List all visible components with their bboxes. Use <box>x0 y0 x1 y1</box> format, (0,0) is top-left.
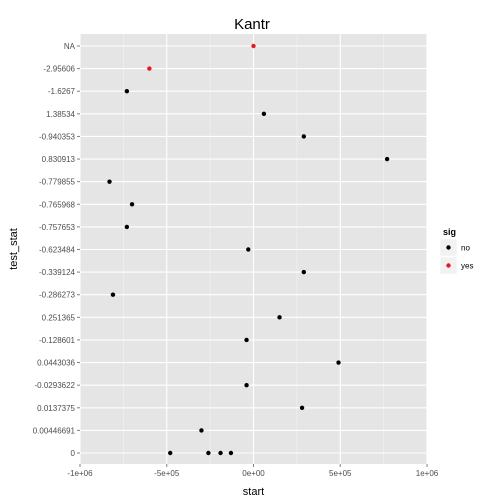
data-point-sig-no <box>110 292 116 297</box>
x-tick-label: 1e+06 <box>416 469 439 478</box>
y-tick-label: 0.00446691 <box>33 426 76 435</box>
data-point-sig-no <box>228 450 234 456</box>
data-point-sig-no <box>218 450 223 456</box>
y-tick-label: 0.251365 <box>42 313 76 322</box>
y-tick-label: -0.757653 <box>39 223 76 232</box>
data-point-sig-no <box>107 179 112 184</box>
y-tick-label: -0.128601 <box>39 336 76 345</box>
data-point-sig-no <box>384 156 390 162</box>
grid-lines <box>79 34 428 464</box>
legend: sig no yes <box>439 227 473 275</box>
data-point-sig-no <box>336 360 341 365</box>
data-point-sig-no <box>206 450 211 456</box>
x-tick-label: 0e+00 <box>242 469 265 478</box>
data-point-sig-no <box>199 428 204 433</box>
x-tick-label: 5e+05 <box>329 469 352 478</box>
data-point-sig-yes <box>251 43 256 49</box>
y-tick-label: -1.6267 <box>48 87 76 96</box>
data-point-sig-no <box>244 337 249 343</box>
data-point-sig-no <box>124 224 130 230</box>
y-tick-label: -0.339124 <box>39 268 76 277</box>
legend-label: no <box>461 244 470 253</box>
y-tick-label: -2.95606 <box>43 65 75 74</box>
y-axis-ticks: 0 0.00446691 0.0137375 -0.0293622 0.0443036 -… <box>33 42 80 458</box>
y-tick-label: -0.779855 <box>39 178 76 187</box>
y-tick-label: -0.765968 <box>39 200 76 209</box>
data-point-sig-no <box>246 247 251 252</box>
y-axis-title: test_stat <box>8 228 20 270</box>
data-point-sig-yes <box>147 66 152 71</box>
y-tick-label: -0.623484 <box>39 246 76 255</box>
y-tick-label: 0.0137375 <box>37 404 75 413</box>
data-point-sig-no <box>301 134 307 139</box>
legend-title: sig <box>443 227 456 237</box>
y-tick-label: 0.830913 <box>42 155 76 164</box>
legend-key-dot <box>446 245 451 250</box>
y-tick-label: 1.38534 <box>46 110 75 119</box>
y-tick-label: -0.286273 <box>39 291 76 300</box>
data-point-sig-no <box>129 202 135 207</box>
data-point-sig-no <box>244 382 249 388</box>
legend-label: yes <box>461 262 473 271</box>
data-points <box>107 43 390 456</box>
chart-title: Kantr <box>234 16 270 33</box>
data-point-sig-no <box>299 405 305 410</box>
x-axis-title: start <box>243 486 264 498</box>
y-tick-label: NA <box>64 42 76 51</box>
x-tick-label: -1e+06 <box>67 469 93 478</box>
data-point-sig-no <box>277 315 282 320</box>
y-tick-label: 0 <box>71 449 76 458</box>
data-point-sig-no <box>301 269 307 275</box>
x-tick-label: -5e+05 <box>154 469 180 478</box>
data-point-sig-no <box>261 111 267 117</box>
y-tick-label: 0.0443036 <box>37 359 75 368</box>
y-tick-label: -0.940353 <box>39 132 76 141</box>
legend-key-dot <box>446 263 451 268</box>
data-point-sig-no <box>124 89 130 94</box>
x-axis-ticks: -1e+06 -5e+05 0e+00 5e+05 1e+06 <box>67 464 439 478</box>
y-tick-label: -0.0293622 <box>35 381 76 390</box>
data-point-sig-no <box>168 450 173 456</box>
